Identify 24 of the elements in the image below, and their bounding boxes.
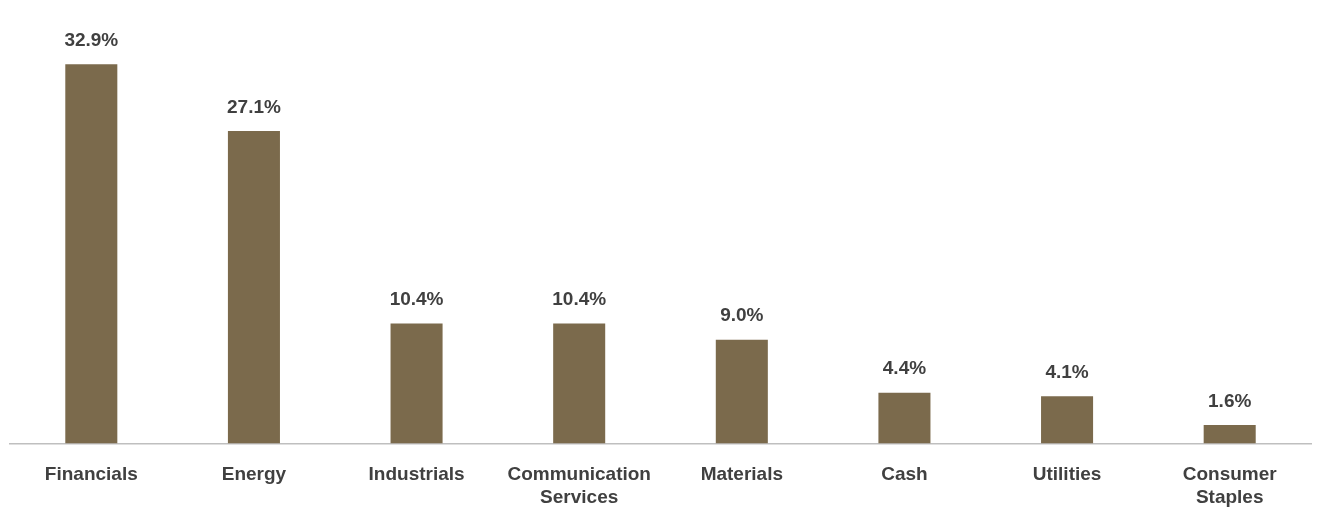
x-tick-label: Financials [44, 463, 138, 485]
bar [65, 64, 118, 444]
bar [390, 323, 443, 444]
bar [878, 392, 931, 444]
x-tick-label: Communication Services [507, 463, 651, 507]
data-label: 4.1% [1045, 360, 1089, 382]
x-tick-label: Utilities [1032, 463, 1102, 485]
bar [1041, 396, 1094, 444]
bar [1203, 424, 1256, 444]
bar [715, 339, 768, 444]
x-tick-label: Consumer Staples [1182, 463, 1278, 507]
data-label: 9.0% [720, 304, 764, 326]
data-label: 27.1% [227, 95, 281, 117]
data-label: 1.6% [1208, 389, 1252, 411]
data-label: 4.4% [882, 357, 927, 379]
data-label: 10.4% [552, 288, 607, 310]
bar [227, 131, 280, 444]
x-tick-label: Materials [700, 463, 783, 485]
x-tick-label: Cash [881, 463, 928, 485]
data-label: 32.9% [64, 28, 119, 50]
bar [553, 323, 606, 444]
x-tick-label: Industrials [368, 463, 465, 485]
x-tick-label: Energy [221, 463, 287, 485]
data-label: 10.4% [389, 288, 444, 310]
